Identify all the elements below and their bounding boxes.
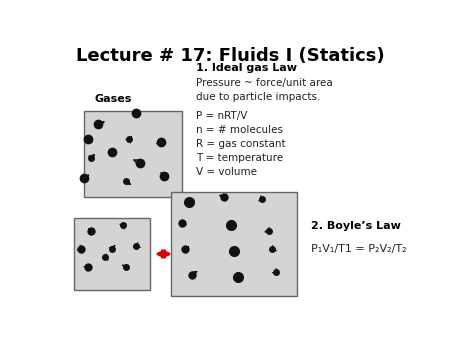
Text: P = nRT/V
n = # molecules
R = gas constant
T = temperature
V = volume: P = nRT/V n = # molecules R = gas consta… — [196, 111, 285, 177]
Text: 2. Boyle’s Law: 2. Boyle’s Law — [311, 221, 400, 231]
Bar — [74, 218, 150, 290]
Bar — [84, 111, 182, 197]
Text: 1. Ideal gas Law: 1. Ideal gas Law — [196, 63, 297, 73]
Text: Lecture # 17: Fluids I (Statics): Lecture # 17: Fluids I (Statics) — [76, 47, 385, 65]
Text: P₁V₁/T1 = P₂V₂/T₂: P₁V₁/T1 = P₂V₂/T₂ — [311, 244, 406, 254]
Text: Gases: Gases — [95, 94, 132, 104]
Bar — [171, 192, 297, 296]
Text: Pressure ~ force/unit area
due to particle impacts.: Pressure ~ force/unit area due to partic… — [196, 78, 333, 102]
